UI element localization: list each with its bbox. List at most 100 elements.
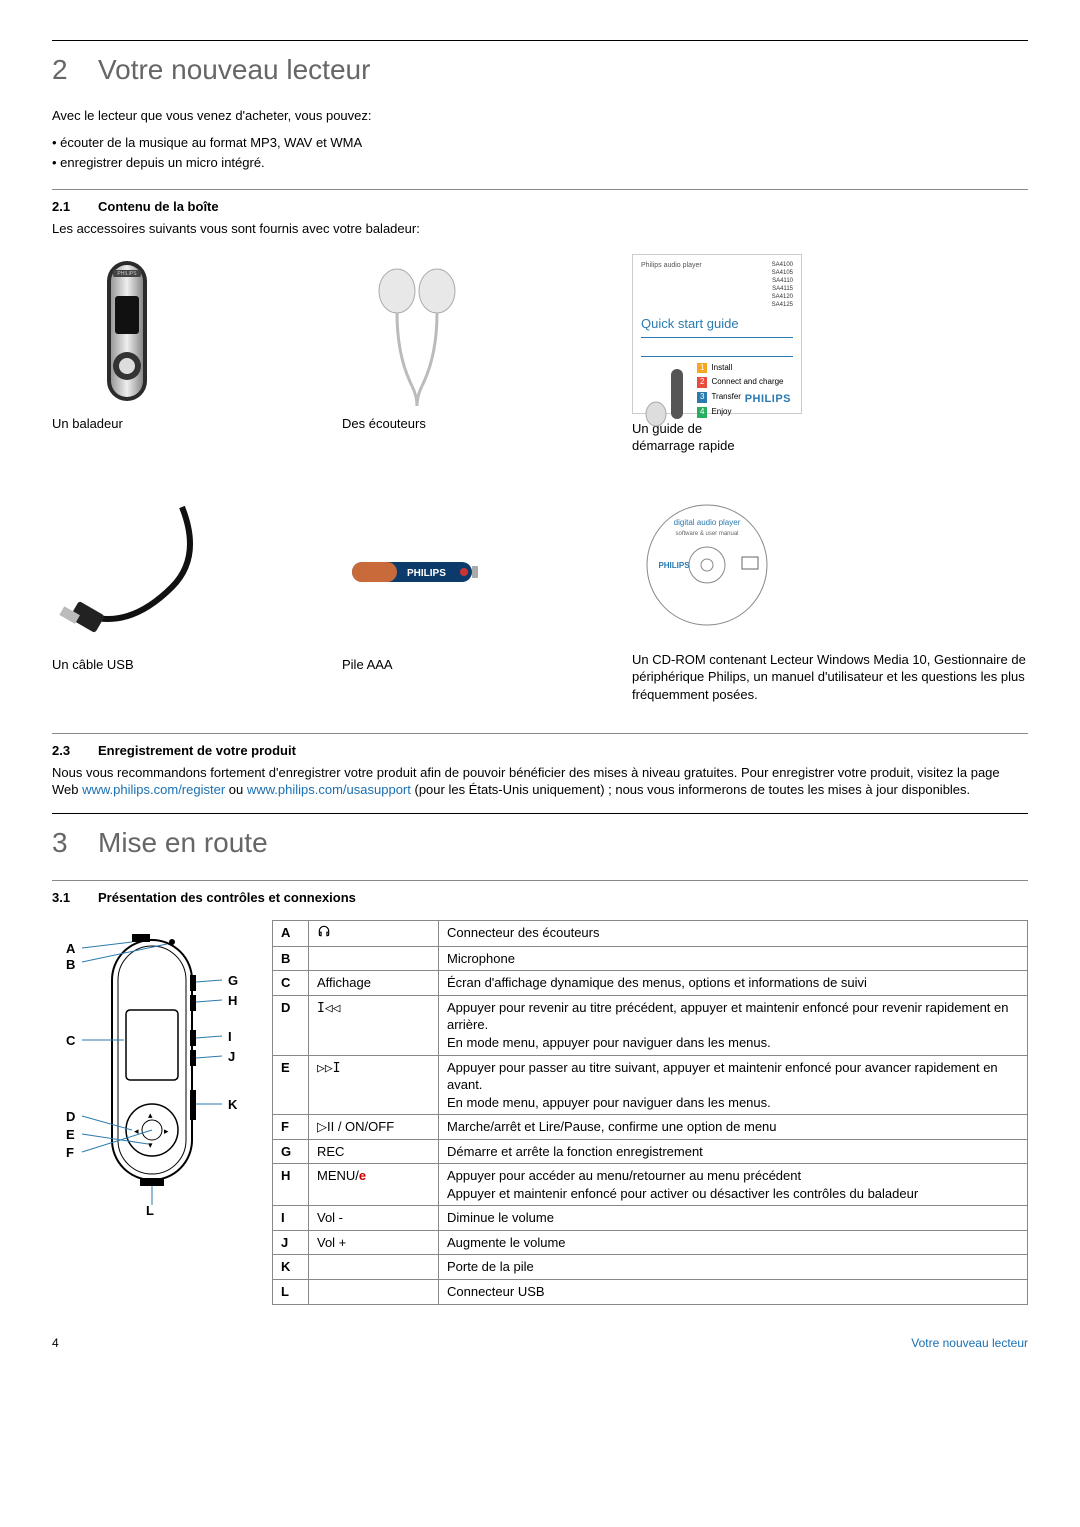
diag-label-l: L bbox=[146, 1202, 154, 1220]
qs-badge-2: 2 bbox=[697, 377, 707, 388]
cell-symbol: Vol + bbox=[309, 1230, 439, 1255]
box-item-battery: PHILIPS Pile AAA bbox=[342, 495, 622, 704]
caption-cd: Un CD-ROM contenant Lecteur Windows Medi… bbox=[632, 651, 1028, 704]
table-row: GRECDémarre et arrête la fonction enregi… bbox=[273, 1139, 1028, 1164]
battery-image: PHILIPS bbox=[342, 495, 492, 650]
qs-badge-1: 1 bbox=[697, 363, 707, 374]
table-row: E▷▷IAppuyer pour passer au titre suivant… bbox=[273, 1055, 1028, 1115]
table-row: AConnecteur des écouteurs bbox=[273, 921, 1028, 947]
diag-label-a: A bbox=[66, 940, 75, 958]
svg-text:▸: ▸ bbox=[164, 1126, 169, 1136]
philips-logo: PHILIPS bbox=[745, 392, 791, 407]
qs-title: Quick start guide bbox=[641, 315, 793, 333]
diag-label-f: F bbox=[66, 1144, 74, 1162]
cell-letter: K bbox=[273, 1255, 309, 1280]
section-2-number: 2 bbox=[52, 51, 98, 89]
cell-desc: Diminue le volume bbox=[439, 1206, 1028, 1231]
box-item-usb: Un câble USB bbox=[52, 495, 332, 704]
controls-grid: ◂ ▸ ▴ ▾ A B C bbox=[52, 920, 1028, 1304]
diag-label-e: E bbox=[66, 1126, 75, 1144]
cd-text: digital audio player bbox=[674, 518, 741, 527]
box-item-player: PHILIPS Un baladeur bbox=[52, 254, 332, 455]
diag-label-k: K bbox=[228, 1096, 237, 1114]
qs-models: SA4100 SA4105 SA4110 SA4115 SA4120 SA412… bbox=[772, 261, 793, 310]
qs-small: Philips audio player bbox=[641, 261, 702, 310]
text-after: (pour les États-Unis uniquement) ; nous … bbox=[411, 782, 970, 797]
qs-step-2: Connect and charge bbox=[711, 377, 783, 388]
cell-letter: I bbox=[273, 1206, 309, 1231]
cell-desc: Écran d'affichage dynamique des menus, o… bbox=[439, 971, 1028, 996]
section-3-heading: 3Mise en route bbox=[52, 824, 1028, 862]
cell-symbol: REC bbox=[309, 1139, 439, 1164]
svg-text:PHILIPS: PHILIPS bbox=[658, 561, 690, 570]
section-2-heading: 2Votre nouveau lecteur bbox=[52, 51, 1028, 89]
page-footer: 4 Votre nouveau lecteur bbox=[52, 1335, 1028, 1351]
table-row: L Connecteur USB bbox=[273, 1280, 1028, 1305]
cell-letter: C bbox=[273, 971, 309, 996]
table-row: K Porte de la pile bbox=[273, 1255, 1028, 1280]
table-row: JVol +Augmente le volume bbox=[273, 1230, 1028, 1255]
diag-label-b: B bbox=[66, 956, 75, 974]
diag-label-c: C bbox=[66, 1032, 75, 1050]
cell-symbol: ▷▷I bbox=[309, 1055, 439, 1115]
caption-player: Un baladeur bbox=[52, 415, 332, 433]
table-row: HMENU/eAppuyer pour accéder au menu/reto… bbox=[273, 1164, 1028, 1206]
cd-sub: software & user manual bbox=[675, 531, 738, 537]
link-register[interactable]: www.philips.com/register bbox=[82, 782, 225, 797]
cell-letter: D bbox=[273, 995, 309, 1055]
qs-step-3: Transfer bbox=[711, 392, 741, 403]
cell-symbol bbox=[309, 1280, 439, 1305]
caption-usb: Un câble USB bbox=[52, 656, 332, 674]
section-2-3-title: Enregistrement de votre produit bbox=[98, 743, 296, 758]
qs-badge-3: 3 bbox=[697, 392, 707, 403]
qs-badge-4: 4 bbox=[697, 407, 707, 418]
player-image: PHILIPS bbox=[52, 254, 202, 409]
cell-symbol: MENU/e bbox=[309, 1164, 439, 1206]
cell-symbol bbox=[309, 921, 439, 947]
section-2-3-head: 2.3Enregistrement de votre produit bbox=[52, 742, 1028, 760]
svg-text:PHILIPS: PHILIPS bbox=[117, 271, 137, 277]
cell-symbol bbox=[309, 946, 439, 971]
svg-text:▴: ▴ bbox=[148, 1110, 153, 1120]
controls-table: AConnecteur des écouteursBMicrophoneCAff… bbox=[272, 920, 1028, 1304]
footer-right: Votre nouveau lecteur bbox=[911, 1335, 1028, 1351]
cell-desc: Appuyer pour accéder au menu/retourner a… bbox=[439, 1164, 1028, 1206]
section-2-bullets: écouter de la musique au format MP3, WAV… bbox=[52, 134, 1028, 171]
section-3-1-number: 3.1 bbox=[52, 889, 98, 907]
cell-desc: Connecteur des écouteurs bbox=[439, 921, 1028, 947]
cd-image: digital audio player software & user man… bbox=[632, 495, 782, 645]
cell-desc: Connecteur USB bbox=[439, 1280, 1028, 1305]
section-2-3-number: 2.3 bbox=[52, 742, 98, 760]
cell-letter: L bbox=[273, 1280, 309, 1305]
table-row: F▷II / ON/OFFMarche/arrêt et Lire/Pause,… bbox=[273, 1115, 1028, 1140]
page-number: 4 bbox=[52, 1335, 59, 1351]
diag-label-g: G bbox=[228, 972, 238, 990]
section-2-intro: Avec le lecteur que vous venez d'acheter… bbox=[52, 107, 1028, 125]
cell-letter: E bbox=[273, 1055, 309, 1115]
cell-letter: B bbox=[273, 946, 309, 971]
table-row: DI◁◁Appuyer pour revenir au titre précéd… bbox=[273, 995, 1028, 1055]
cell-letter: G bbox=[273, 1139, 309, 1164]
section-3-1-head: 3.1Présentation des contrôles et connexi… bbox=[52, 889, 1028, 907]
cell-desc: Augmente le volume bbox=[439, 1230, 1028, 1255]
cell-letter: F bbox=[273, 1115, 309, 1140]
cell-desc: Microphone bbox=[439, 946, 1028, 971]
table-row: B Microphone bbox=[273, 946, 1028, 971]
cell-desc: Appuyer pour revenir au titre précédent,… bbox=[439, 995, 1028, 1055]
diag-label-j: J bbox=[228, 1048, 235, 1066]
bullet-item: écouter de la musique au format MP3, WAV… bbox=[52, 134, 1028, 152]
link-usasupport[interactable]: www.philips.com/usasupport bbox=[247, 782, 411, 797]
box-contents-grid: PHILIPS Un baladeur Des écouteurs Philip… bbox=[52, 254, 1028, 704]
diag-label-h: H bbox=[228, 992, 237, 1010]
qs-step-1: Install bbox=[711, 363, 732, 374]
cell-desc: Porte de la pile bbox=[439, 1255, 1028, 1280]
cell-symbol bbox=[309, 1255, 439, 1280]
section-2-1-head: 2.1Contenu de la boîte bbox=[52, 198, 1028, 216]
device-diagram: ◂ ▸ ▴ ▾ A B C bbox=[52, 920, 252, 1220]
cell-symbol: Vol - bbox=[309, 1206, 439, 1231]
cell-symbol: ▷II / ON/OFF bbox=[309, 1115, 439, 1140]
cell-symbol: I◁◁ bbox=[309, 995, 439, 1055]
cell-letter: J bbox=[273, 1230, 309, 1255]
caption-battery: Pile AAA bbox=[342, 656, 622, 674]
usb-cable-image bbox=[52, 495, 202, 650]
